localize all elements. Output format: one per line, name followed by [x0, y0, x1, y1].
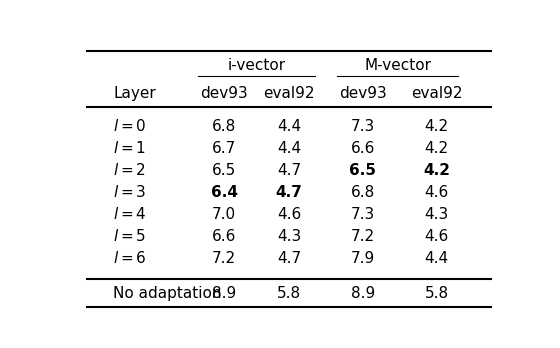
Text: 4.3: 4.3	[424, 207, 449, 222]
Text: $l = 5$: $l = 5$	[113, 228, 147, 244]
Text: 4.6: 4.6	[424, 184, 449, 200]
Text: 7.3: 7.3	[351, 207, 375, 222]
Text: 4.6: 4.6	[424, 229, 449, 244]
Text: Layer: Layer	[113, 86, 156, 101]
Text: 6.8: 6.8	[212, 119, 236, 134]
Text: eval92: eval92	[411, 86, 463, 101]
Text: No adaptation: No adaptation	[113, 286, 222, 301]
Text: M-vector: M-vector	[364, 58, 431, 73]
Text: 4.6: 4.6	[277, 207, 301, 222]
Text: 4.7: 4.7	[277, 163, 301, 177]
Text: 7.2: 7.2	[351, 229, 375, 244]
Text: 7.2: 7.2	[212, 251, 236, 266]
Text: $l = 4$: $l = 4$	[113, 206, 147, 222]
Text: 4.2: 4.2	[424, 119, 449, 134]
Text: 4.2: 4.2	[423, 163, 450, 177]
Text: 7.3: 7.3	[351, 119, 375, 134]
Text: 5.8: 5.8	[424, 286, 449, 301]
Text: 6.6: 6.6	[212, 229, 236, 244]
Text: 4.7: 4.7	[276, 184, 302, 200]
Text: 6.8: 6.8	[351, 184, 375, 200]
Text: 6.5: 6.5	[349, 163, 376, 177]
Text: 4.7: 4.7	[277, 251, 301, 266]
Text: $l = 6$: $l = 6$	[113, 250, 147, 266]
Text: 4.2: 4.2	[424, 141, 449, 156]
Text: $l = 3$: $l = 3$	[113, 184, 147, 200]
Text: 6.6: 6.6	[351, 141, 375, 156]
Text: eval92: eval92	[263, 86, 315, 101]
Text: i-vector: i-vector	[227, 58, 286, 73]
Text: 7.9: 7.9	[351, 251, 375, 266]
Text: dev93: dev93	[200, 86, 248, 101]
Text: 6.5: 6.5	[212, 163, 236, 177]
Text: 4.4: 4.4	[277, 141, 301, 156]
Text: 4.4: 4.4	[277, 119, 301, 134]
Text: 6.7: 6.7	[212, 141, 236, 156]
Text: $l = 2$: $l = 2$	[113, 162, 147, 178]
Text: $l = 0$: $l = 0$	[113, 118, 147, 134]
Text: $l = 1$: $l = 1$	[113, 140, 147, 156]
Text: 8.9: 8.9	[351, 286, 375, 301]
Text: dev93: dev93	[339, 86, 387, 101]
Text: 7.0: 7.0	[212, 207, 236, 222]
Text: 4.4: 4.4	[424, 251, 449, 266]
Text: 8.9: 8.9	[212, 286, 236, 301]
Text: 5.8: 5.8	[277, 286, 301, 301]
Text: 6.4: 6.4	[211, 184, 237, 200]
Text: 4.3: 4.3	[277, 229, 301, 244]
